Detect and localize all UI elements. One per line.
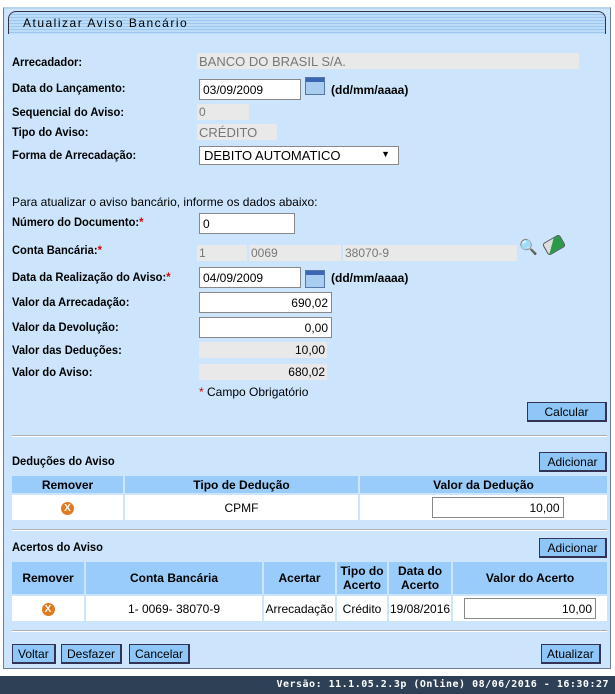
tipo-acerto: Crédito <box>337 596 387 621</box>
conta-agencia: 0069 <box>249 245 341 261</box>
valor-aviso-label: Valor do Aviso: <box>12 365 93 379</box>
forma-select[interactable]: DEBITO AUTOMATICO ▼ <box>199 146 399 165</box>
numero-documento-label: Número do Documento:* <box>12 215 144 229</box>
date-format-hint: (dd/mm/aaaa) <box>331 271 409 285</box>
add-deducao-button[interactable]: Adicionar <box>539 452 607 472</box>
page-title: Atualizar Aviso Bancário <box>8 11 606 34</box>
sequencial-label: Sequencial do Aviso: <box>12 105 125 119</box>
column-header: Remover <box>12 476 123 493</box>
required-note: * Campo Obrigatório <box>199 385 309 399</box>
column-header: Data do Acerto <box>389 562 452 594</box>
divider <box>12 529 607 531</box>
table-row: X CPMF <box>12 495 607 520</box>
column-header: Valor do Acerto <box>453 562 607 594</box>
conta-bancaria: 1- 0069- 38070-9 <box>86 596 262 621</box>
atualizar-button[interactable]: Atualizar <box>541 644 601 664</box>
column-header: Remover <box>12 562 84 594</box>
add-acerto-button[interactable]: Adicionar <box>539 538 607 558</box>
remove-icon[interactable]: X <box>61 502 74 515</box>
valor-arrecadacao-input[interactable] <box>199 292 332 313</box>
deducoes-title: Deduções do Aviso <box>12 454 115 468</box>
data-lancamento-label: Data do Lançamento: <box>12 81 126 95</box>
column-header: Valor da Dedução <box>360 476 607 493</box>
sequencial-value: 0 <box>197 104 249 120</box>
divider <box>12 435 607 437</box>
valor-devolucao-input[interactable] <box>199 317 332 338</box>
acertos-table: Remover Conta Bancária Acertar Tipo do Acer… <box>10 560 609 623</box>
date-format-hint: (dd/mm/aaaa) <box>331 83 409 97</box>
valor-arrecadacao-label: Valor da Arrecadação: <box>12 295 130 309</box>
valor-aviso-value: 680,02 <box>199 364 327 380</box>
forma-select-value: DEBITO AUTOMATICO <box>204 148 341 163</box>
column-header: Acertar <box>264 562 335 594</box>
tipo-aviso-value: CRÉDITO <box>197 124 277 140</box>
search-icon[interactable]: 🔍 <box>519 239 538 256</box>
valor-devolucao-label: Valor da Devolução: <box>12 320 119 334</box>
remove-icon[interactable]: X <box>41 603 55 616</box>
desfazer-button[interactable]: Desfazer <box>61 644 123 664</box>
voltar-button[interactable]: Voltar <box>12 644 56 664</box>
data-realizacao-label: Data da Realização do Aviso:* <box>12 270 171 284</box>
acertar: Arrecadação <box>264 596 335 621</box>
chevron-down-icon: ▼ <box>381 149 390 159</box>
valor-deducao-input[interactable] <box>431 497 564 518</box>
conta-numero: 38070-9 <box>343 245 517 261</box>
conta-label: Conta Bancária:* <box>12 243 102 257</box>
data-lancamento-input[interactable] <box>199 79 301 100</box>
arrecadador-label: Arrecadador: <box>12 55 83 69</box>
data-acerto: 19/08/2016 <box>389 596 452 621</box>
cancelar-button[interactable]: Cancelar <box>129 644 191 664</box>
data-realizacao-input[interactable] <box>199 267 301 288</box>
tipo-aviso-label: Tipo do Aviso: <box>12 125 89 139</box>
valor-acerto-input[interactable] <box>464 598 597 619</box>
instructions: Para atualizar o aviso bancário, informe… <box>12 195 318 209</box>
calcular-button[interactable]: Calcular <box>527 402 607 422</box>
calendar-icon[interactable] <box>305 77 325 95</box>
deducoes-table: Remover Tipo de Dedução Valor da Dedução X… <box>10 474 609 522</box>
acertos-title: Acertos do Aviso <box>12 540 103 554</box>
forma-label: Forma de Arrecadação: <box>12 148 137 162</box>
valor-deducoes-label: Valor das Deduções: <box>12 343 122 357</box>
valor-deducoes-value: 10,00 <box>199 342 327 358</box>
column-header: Conta Bancária <box>86 562 262 594</box>
column-header: Tipo de Dedução <box>125 476 358 493</box>
tipo-deducao: CPMF <box>125 495 358 520</box>
version-footer: Versão: 11.1.05.2.3p (Online) 08/06/2016… <box>0 676 615 694</box>
table-row: X 1- 0069- 38070-9 Arrecadação Crédito 1… <box>12 596 607 621</box>
conta-banco: 1 <box>197 245 247 261</box>
column-header: Tipo do Acerto <box>337 562 387 594</box>
numero-documento-input[interactable] <box>199 213 295 234</box>
divider <box>12 630 607 632</box>
calendar-icon[interactable] <box>305 270 325 288</box>
form-frame <box>3 7 611 669</box>
arrecadador-value: BANCO DO BRASIL S/A. <box>197 53 579 69</box>
